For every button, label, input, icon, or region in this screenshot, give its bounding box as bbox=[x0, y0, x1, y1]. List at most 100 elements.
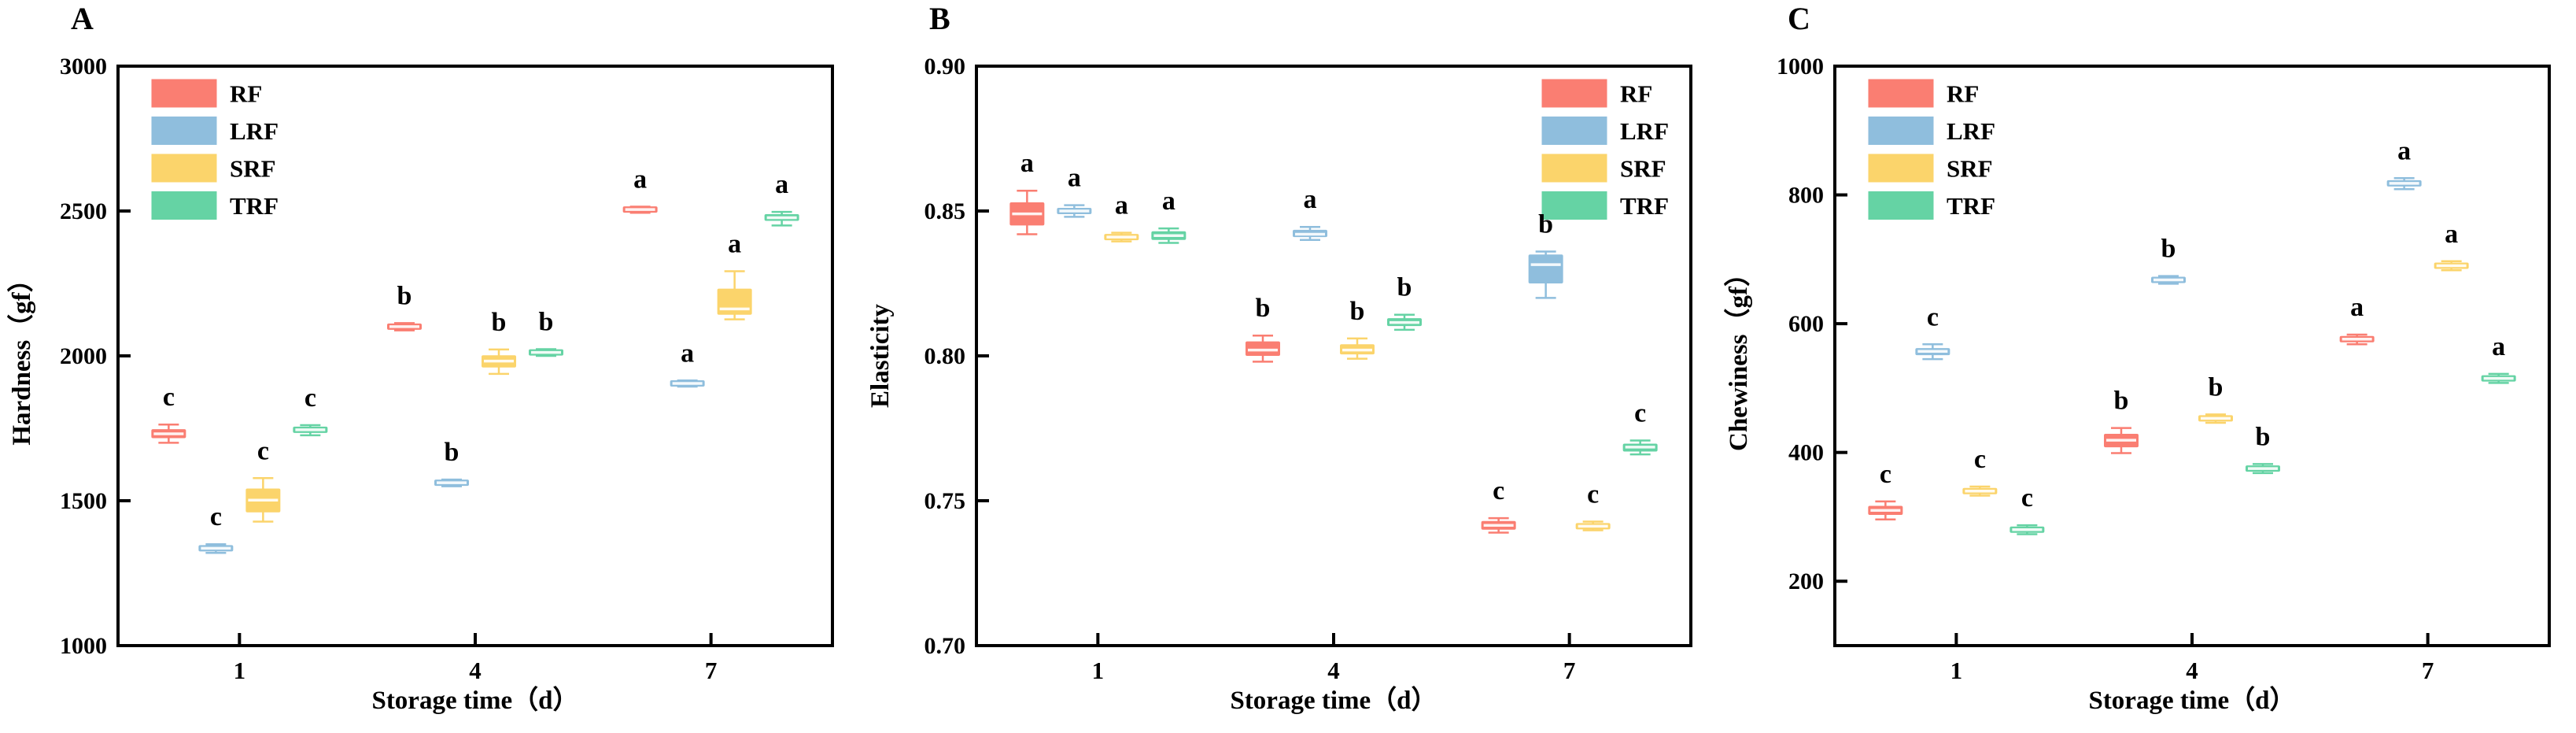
plot-background bbox=[858, 0, 1717, 733]
y-axis-title: Elasticity bbox=[866, 304, 895, 408]
significance-letter: c bbox=[1927, 302, 1939, 331]
legend-label-RF: RF bbox=[1620, 80, 1652, 108]
x-tick-label: 1 bbox=[1092, 657, 1105, 684]
x-axis-title: Storage time（d） bbox=[1230, 686, 1437, 715]
significance-letter: c bbox=[1974, 445, 1986, 474]
significance-letter: a bbox=[1115, 191, 1128, 220]
legend-swatch-SRF bbox=[150, 153, 218, 183]
significance-letter: a bbox=[2445, 220, 2458, 249]
y-tick-label: 2500 bbox=[60, 198, 107, 224]
significance-letter: b bbox=[1538, 210, 1553, 239]
significance-letter: c bbox=[1880, 460, 1891, 489]
y-tick-label: 600 bbox=[1788, 311, 1824, 337]
significance-letter: c bbox=[210, 502, 222, 531]
legend-label-RF: RF bbox=[1947, 80, 1979, 108]
significance-letter: b bbox=[2209, 372, 2224, 402]
box-SRF-t7 bbox=[717, 288, 752, 315]
significance-letter: b bbox=[1397, 273, 1412, 302]
y-tick-label: 3000 bbox=[60, 54, 107, 80]
panel-label-c: C bbox=[1788, 1, 1810, 36]
significance-letter: b bbox=[445, 438, 459, 467]
significance-letter: b bbox=[492, 308, 507, 337]
y-axis-title: Chewiness（gf） bbox=[1724, 261, 1753, 451]
panel-elasticity: B 0.70 0.75 0.80 0.85 0.90 1 4 7 Storage time（d）… bbox=[858, 0, 1717, 733]
x-tick-label: 1 bbox=[1950, 657, 1963, 684]
y-tick-label: 1000 bbox=[1777, 54, 1824, 80]
legend-label-LRF: LRF bbox=[230, 117, 279, 145]
significance-letter: b bbox=[2161, 235, 2176, 264]
legend-label-RF: RF bbox=[230, 80, 262, 108]
legend-swatch-SRF bbox=[1541, 153, 1608, 183]
legend-label-LRF: LRF bbox=[1947, 117, 1995, 145]
x-tick-label: 7 bbox=[2422, 657, 2434, 684]
significance-letter: a bbox=[775, 170, 788, 199]
y-tick-label: 0.90 bbox=[924, 54, 966, 80]
panel-label-a: A bbox=[71, 1, 94, 36]
y-axis-title: Hardness（gf） bbox=[7, 266, 36, 445]
significance-letter: b bbox=[2114, 387, 2129, 416]
significance-letter: a bbox=[728, 230, 741, 259]
legend-label-SRF: SRF bbox=[1620, 155, 1666, 183]
y-tick-label: 2000 bbox=[60, 343, 107, 369]
y-tick-label: 1500 bbox=[60, 488, 107, 514]
plot-background bbox=[1717, 0, 2575, 733]
significance-letter: b bbox=[539, 308, 554, 337]
chewiness-boxplot: 200 400 600 800 1000 1 4 7 Storage time（d） Chewin… bbox=[1717, 0, 2575, 733]
significance-letter: c bbox=[304, 383, 316, 413]
x-tick-label: 4 bbox=[1327, 657, 1340, 684]
x-axis-title: Storage time（d） bbox=[2088, 686, 2295, 715]
y-tick-label: 0.80 bbox=[924, 343, 966, 369]
legend-swatch-LRF bbox=[150, 116, 218, 146]
significance-letter: c bbox=[1493, 476, 1504, 505]
significance-letter: a bbox=[2397, 136, 2411, 165]
legend-swatch-LRF bbox=[1867, 116, 1935, 146]
x-tick-label: 7 bbox=[1563, 657, 1576, 684]
y-tick-label: 800 bbox=[1788, 183, 1824, 209]
significance-letter: a bbox=[1020, 149, 1034, 178]
legend-label-LRF: LRF bbox=[1620, 117, 1669, 145]
panel-label-b: B bbox=[929, 1, 950, 36]
legend-swatch-RF bbox=[150, 78, 218, 109]
significance-letter: a bbox=[1304, 185, 1317, 214]
x-tick-label: 4 bbox=[2186, 657, 2198, 684]
box-LRF-t7 bbox=[1528, 254, 1563, 283]
box-RF-t4 bbox=[1246, 341, 1280, 356]
significance-letter: c bbox=[1634, 398, 1646, 428]
legend-label-TRF: TRF bbox=[230, 192, 279, 220]
significance-letter: a bbox=[1068, 164, 1081, 193]
significance-letter: a bbox=[2492, 332, 2505, 361]
y-tick-label: 0.85 bbox=[924, 198, 966, 224]
panel-hardness: A 1000 1500 2000 2500 3000 1 4 7 Storage time（d）… bbox=[0, 0, 858, 733]
legend-swatch-TRF bbox=[150, 191, 218, 220]
significance-letter: a bbox=[2350, 293, 2364, 322]
significance-letter: b bbox=[1256, 294, 1271, 323]
legend-label-TRF: TRF bbox=[1620, 192, 1669, 220]
significance-letter: c bbox=[1587, 479, 1599, 509]
significance-letter: a bbox=[633, 165, 647, 194]
y-tick-label: 400 bbox=[1788, 440, 1824, 466]
significance-letter: c bbox=[2021, 483, 2033, 513]
significance-letter: a bbox=[1162, 187, 1175, 216]
significance-letter: b bbox=[397, 281, 412, 310]
legend-swatch-TRF bbox=[1541, 191, 1608, 220]
significance-letter: b bbox=[2256, 422, 2271, 451]
legend-label-SRF: SRF bbox=[1947, 155, 1993, 183]
y-tick-label: 1000 bbox=[60, 633, 107, 659]
y-tick-label: 0.70 bbox=[924, 633, 966, 659]
legend-label-TRF: TRF bbox=[1947, 192, 1995, 220]
x-axis-title: Storage time（d） bbox=[371, 686, 578, 715]
legend-swatch-LRF bbox=[1541, 116, 1608, 146]
significance-letter: b bbox=[1350, 297, 1365, 326]
x-tick-label: 7 bbox=[705, 657, 718, 684]
legend-swatch-TRF bbox=[1867, 191, 1935, 220]
legend-label-SRF: SRF bbox=[230, 155, 276, 183]
significance-letter: c bbox=[257, 436, 269, 465]
panel-chewiness: C 200 400 600 800 1000 1 4 7 Storage time（d） Chew… bbox=[1717, 0, 2575, 733]
elasticity-boxplot: 0.70 0.75 0.80 0.85 0.90 1 4 7 Storage time（d） El… bbox=[858, 0, 1717, 733]
legend-swatch-SRF bbox=[1867, 153, 1935, 183]
significance-letter: c bbox=[163, 383, 175, 412]
legend-swatch-RF bbox=[1867, 78, 1935, 109]
significance-letter: a bbox=[681, 339, 694, 368]
plot-background bbox=[0, 0, 858, 733]
